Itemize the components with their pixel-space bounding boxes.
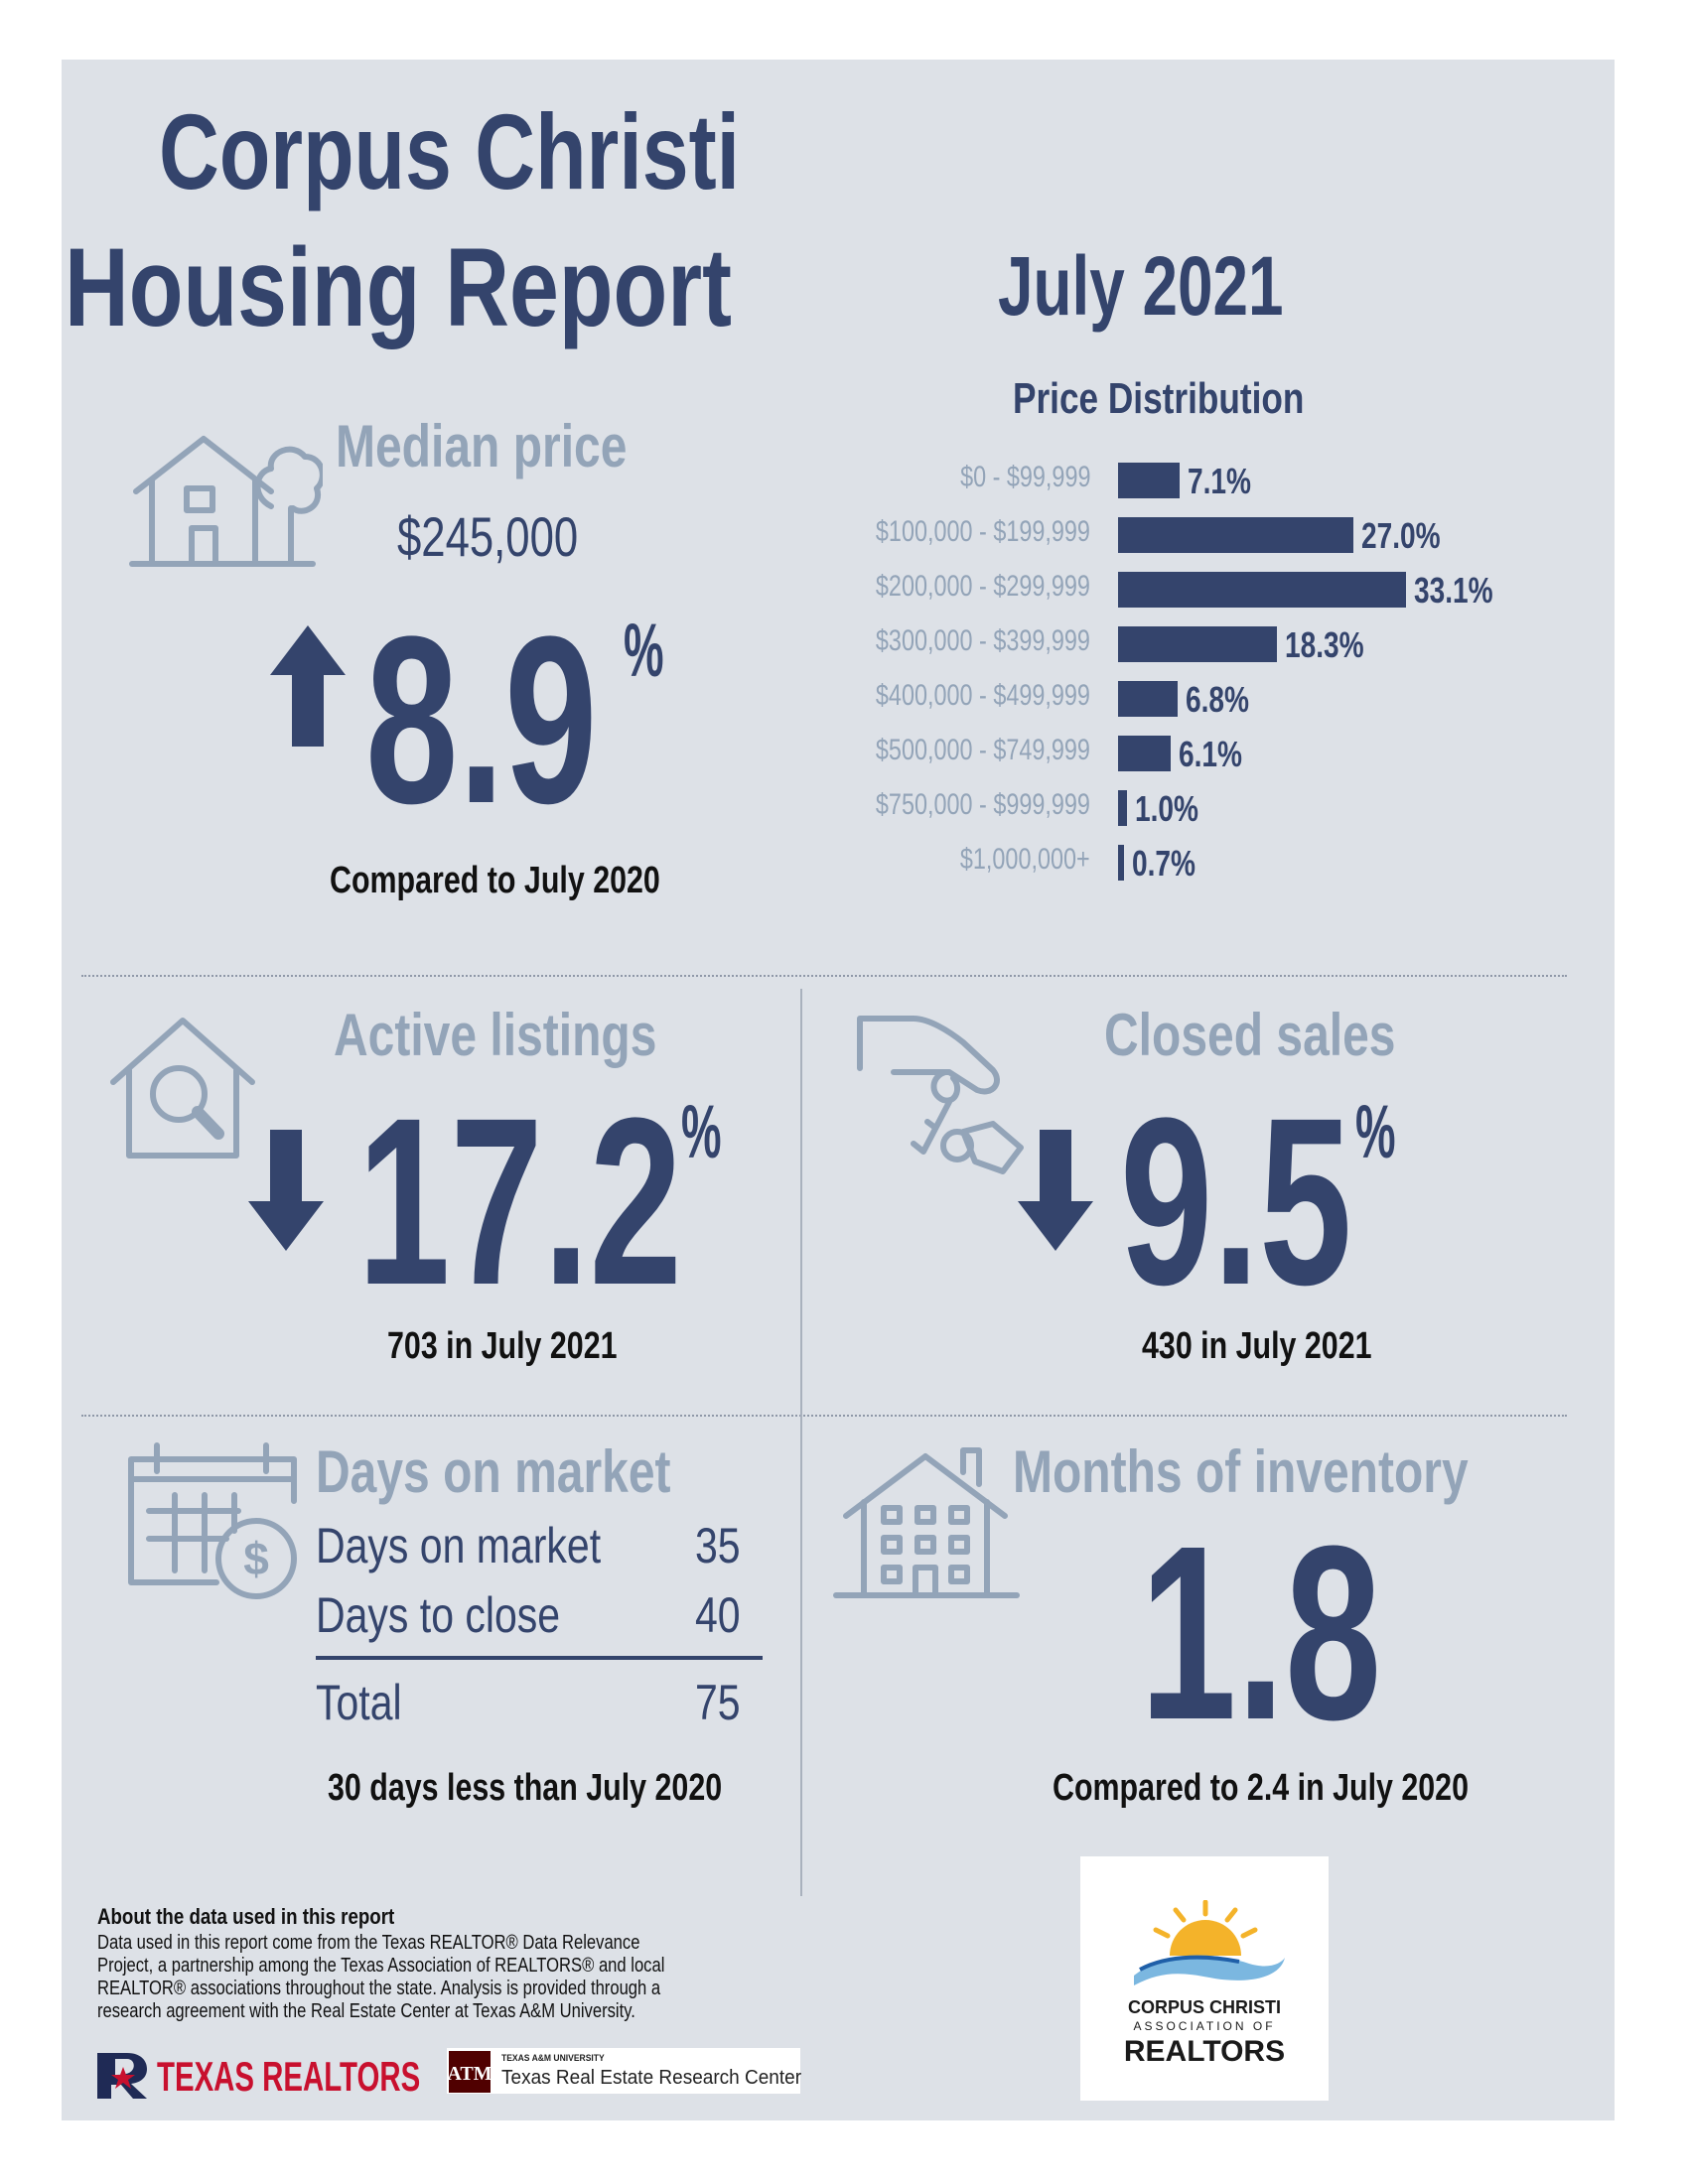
arrow-up-icon	[270, 625, 346, 747]
tamu-logo	[447, 2048, 800, 2094]
association-name-line1: CORPUS CHRISTI	[1127, 1997, 1281, 2017]
hand-keys-icon	[857, 1016, 1024, 1174]
active-listings-heading: Active listings	[334, 1002, 657, 1068]
chart-bar	[1118, 463, 1181, 498]
chart-bar-value-label: 0.7%	[1132, 843, 1196, 884]
report-title-line2: Housing Report	[65, 225, 732, 349]
arrow-down-icon	[1018, 1130, 1093, 1251]
association-name-line2: ASSOCIATION OF	[1133, 2019, 1276, 2033]
median-price-value: $245,000	[397, 505, 579, 568]
inventory-value: 1.8	[1140, 1494, 1382, 1771]
dom-heading: Days on market	[316, 1438, 671, 1505]
about-data-body: Data used in this report come from the T…	[97, 1932, 665, 2022]
texas-realtors-logo-icon	[97, 2053, 147, 2099]
closed-count-note: 430 in July 2021	[1142, 1325, 1372, 1367]
chart-bar-value-label: 1.0%	[1134, 788, 1198, 829]
chart-title: Price Distribution	[1013, 374, 1305, 423]
closed-sales-heading: Closed sales	[1104, 1002, 1396, 1068]
dom-row-value: 35	[695, 1518, 741, 1573]
chart-category-label: $200,000 - $299,999	[876, 570, 1090, 603]
chart-category-label: $0 - $99,999	[959, 461, 1090, 493]
arrow-down-icon	[248, 1130, 324, 1251]
chart-bar	[1118, 517, 1353, 553]
days-to-close-value: 40	[695, 1587, 741, 1643]
sun-wave-icon	[1134, 1900, 1285, 1985]
chart-bar	[1118, 681, 1178, 717]
chart-bar-value-label: 6.1%	[1179, 734, 1243, 774]
chart-bar	[1118, 626, 1278, 662]
total-rule	[316, 1656, 763, 1660]
active-pct-sign: %	[681, 1090, 722, 1174]
chart-bar	[1118, 736, 1172, 771]
days-to-close-label: Days to close	[316, 1587, 561, 1643]
inventory-comparison-note: Compared to 2.4 in July 2020	[1053, 1767, 1469, 1809]
report-title-line1: Corpus Christi	[159, 91, 741, 211]
house-tree-icon	[129, 436, 323, 567]
dom-row-label: Days on market	[316, 1518, 602, 1573]
median-comparison-note: Compared to July 2020	[330, 860, 660, 901]
report-panel	[62, 60, 1615, 2120]
tamu-logo-text: Texas Real Estate Research Center	[501, 2067, 802, 2089]
divider-upper	[81, 975, 1567, 977]
chart-category-label: $1,000,000+	[960, 843, 1090, 876]
association-logo: CORPUS CHRISTI ASSOCIATION OF REALTORS	[1080, 1856, 1329, 2101]
chart-bar	[1118, 572, 1406, 608]
chart-bar-value-label: 33.1%	[1414, 570, 1493, 611]
total-value: 75	[695, 1675, 741, 1730]
closed-pct-sign: %	[1355, 1090, 1396, 1174]
active-change-value: 17.2	[357, 1068, 682, 1334]
tamu-logo-mark: ATM	[447, 2051, 492, 2093]
chart-category-label: $400,000 - $499,999	[876, 679, 1090, 712]
atm-icon: ATM	[447, 2063, 492, 2085]
chart-bar-value-label: 18.3%	[1285, 624, 1364, 665]
inventory-heading: Months of inventory	[1013, 1438, 1469, 1505]
association-name-line3: REALTORS	[1123, 2035, 1286, 2068]
chart-bar	[1118, 845, 1125, 881]
median-pct-sign: %	[624, 609, 664, 693]
chart-category-label: $100,000 - $199,999	[876, 515, 1090, 548]
about-data-title: About the data used in this report	[97, 1904, 395, 1929]
closed-change-value: 9.5	[1120, 1068, 1352, 1334]
chart-bar-value-label: 7.1%	[1188, 461, 1252, 501]
chart-bar-value-label: 6.8%	[1185, 679, 1249, 720]
svg-text:ATM: ATM	[449, 2063, 491, 2085]
median-price-heading: Median price	[336, 413, 628, 479]
chart-bar	[1118, 790, 1127, 826]
calendar-dollar-icon: $	[128, 1442, 297, 1599]
tamu-small-text: TEXAS A&M UNIVERSITY	[501, 2053, 605, 2063]
svg-text:$: $	[243, 1533, 269, 1584]
report-month: July 2021	[998, 239, 1284, 333]
house-search-icon	[110, 1018, 255, 1159]
median-change-value: 8.9	[365, 587, 598, 853]
building-icon	[833, 1447, 1020, 1598]
chart-category-label: $500,000 - $749,999	[876, 734, 1090, 766]
divider-lower	[81, 1415, 1567, 1417]
dom-comparison-note: 30 days less than July 2020	[328, 1767, 723, 1809]
divider-vertical	[800, 989, 802, 1896]
chart-bar-value-label: 27.0%	[1360, 515, 1441, 556]
chart-category-label: $300,000 - $399,999	[876, 624, 1090, 657]
texas-realtors-logo-text: TEXAS REALTORS	[157, 2053, 421, 2100]
total-label: Total	[316, 1675, 402, 1730]
active-count-note: 703 in July 2021	[387, 1325, 618, 1367]
chart-category-label: $750,000 - $999,999	[876, 788, 1090, 821]
